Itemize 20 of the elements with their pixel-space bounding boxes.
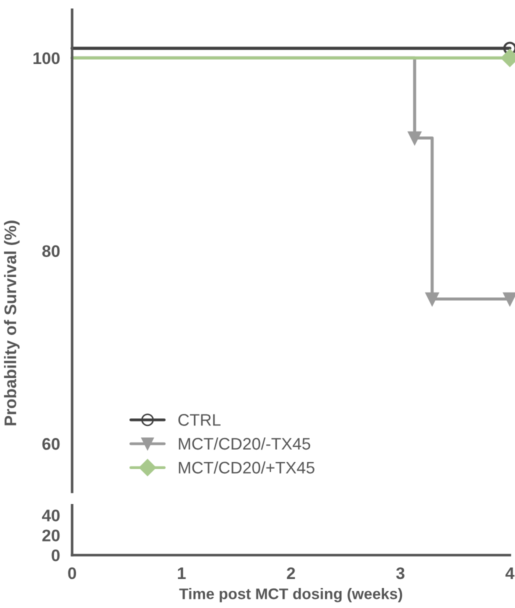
x-tick-label: 1 (178, 568, 186, 579)
y-tick-label: 40 (42, 510, 60, 522)
x-tick-label: 3 (396, 567, 404, 580)
legend-label: MCT/CD20/+TX45 (178, 461, 314, 474)
x-tick-label: 2 (286, 567, 295, 579)
point (503, 42, 515, 55)
x-tick-label: 0 (68, 567, 76, 580)
legend-label: CTRL (178, 414, 221, 426)
y-axis-title: Probability of Survival (%) (4, 220, 20, 426)
y-tick-label: 100 (34, 52, 60, 64)
y-tick-label: 0 (52, 550, 60, 562)
x-axis-title: Time post MCT dosing (weeks) (179, 588, 402, 602)
point (408, 131, 422, 145)
y-tick-label: 60 (42, 438, 60, 450)
x-tick-label: 4 (505, 568, 514, 579)
point (503, 292, 515, 306)
point (426, 292, 439, 306)
y-tick-label: 20 (42, 530, 60, 542)
legend-label: MCT/CD20/-TX45 (178, 437, 310, 450)
y-tick-label: 80 (42, 245, 60, 258)
